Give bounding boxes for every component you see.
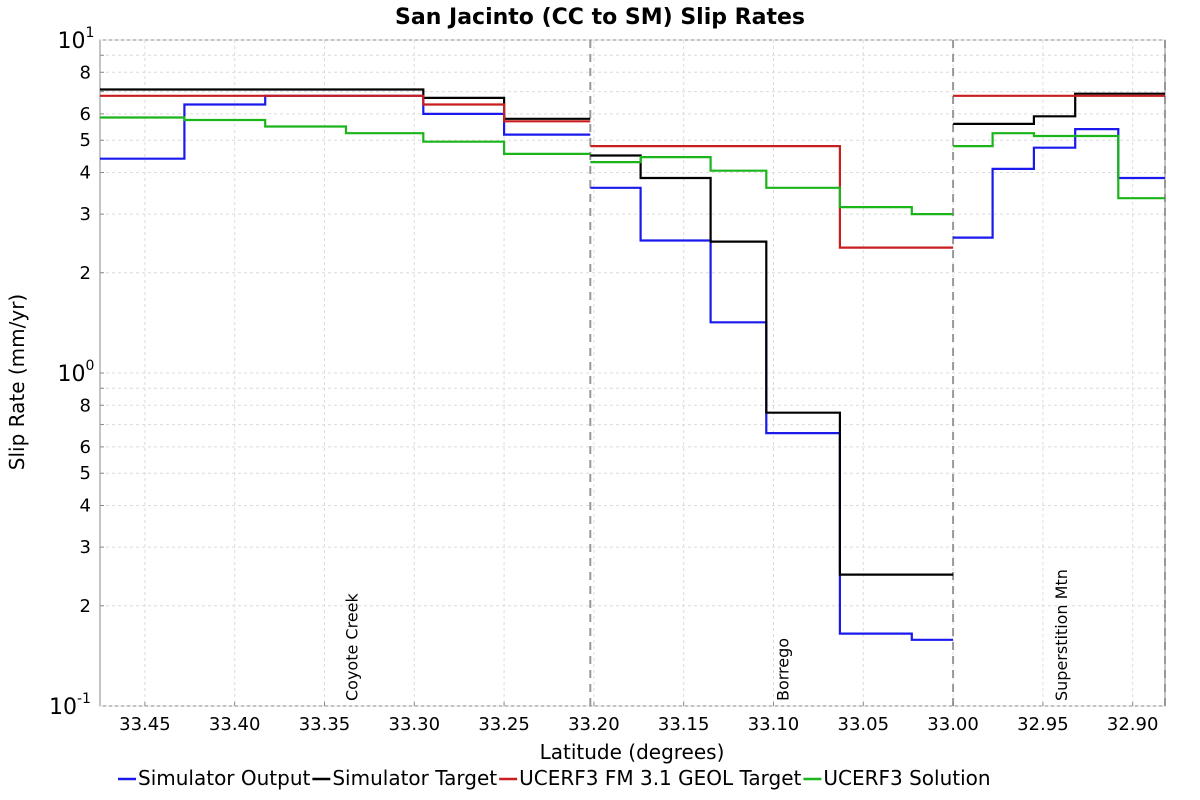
section-label: Borrego (773, 638, 792, 701)
y-decade-label: 10 (58, 29, 86, 54)
series-lines (100, 88, 1165, 641)
x-tick-label: 33.40 (209, 714, 261, 735)
y-tick-label: 6 (80, 104, 91, 125)
y-tick-label: 5 (80, 463, 91, 484)
y-decade-label: 10 (49, 695, 77, 720)
y-tick-label: 6 (80, 437, 91, 458)
plot-area (99, 39, 1166, 707)
x-axis-ticks: 33.45 33.40 33.35 33.30 33.25 33.20 33.15 33.10… (119, 702, 1158, 735)
series-line (100, 116, 1165, 216)
grid-lines (100, 39, 1165, 707)
y-tick-label: 2 (80, 596, 91, 617)
chart-title: San Jacinto (CC to SM) Slip Rates (395, 5, 805, 30)
legend-entry: UCERF3 FM 3.1 GEOL Target (519, 766, 801, 790)
legend-entry: Simulator Output (138, 766, 311, 790)
y-decade-label: 10 (58, 362, 86, 387)
series-line (100, 88, 1165, 576)
y-tick-label: 5 (80, 130, 91, 151)
section-labels: Coyote Creek Borrego Superstition Mtn (342, 569, 1070, 701)
x-tick-label: 33.00 (927, 714, 979, 735)
y-tick-label: 8 (80, 395, 91, 416)
y-tick-label: 3 (80, 204, 91, 225)
y-tick-label: 4 (80, 496, 91, 517)
legend-entry: UCERF3 Solution (823, 766, 990, 790)
y-axis-label: Slip Rate (mm/yr) (5, 294, 29, 470)
y-tick-label: 3 (80, 537, 91, 558)
x-tick-label: 33.45 (119, 714, 171, 735)
x-tick-label: 33.35 (299, 714, 351, 735)
y-tick-label: 2 (80, 263, 91, 284)
y-decade-exponent: -1 (77, 691, 91, 707)
legend-entry: Simulator Target (332, 766, 497, 790)
x-tick-label: 33.20 (568, 714, 620, 735)
x-tick-label: 33.10 (748, 714, 800, 735)
x-axis-label: Latitude (degrees) (540, 740, 725, 764)
y-decade-exponent: 0 (86, 358, 95, 374)
x-tick-label: 32.95 (1017, 714, 1069, 735)
x-tick-label: 32.90 (1107, 714, 1159, 735)
section-label: Coyote Creek (342, 592, 361, 701)
y-decade-exponent: 1 (86, 25, 95, 41)
x-tick-label: 33.30 (389, 714, 441, 735)
y-tick-label: 4 (80, 163, 91, 184)
y-tick-label: 8 (80, 62, 91, 83)
section-label: Superstition Mtn (1052, 569, 1071, 701)
legend: Simulator Output Simulator Target UCERF3 F… (118, 766, 991, 790)
x-tick-label: 33.25 (478, 714, 530, 735)
x-tick-label: 33.15 (658, 714, 710, 735)
x-tick-label: 33.05 (838, 714, 890, 735)
